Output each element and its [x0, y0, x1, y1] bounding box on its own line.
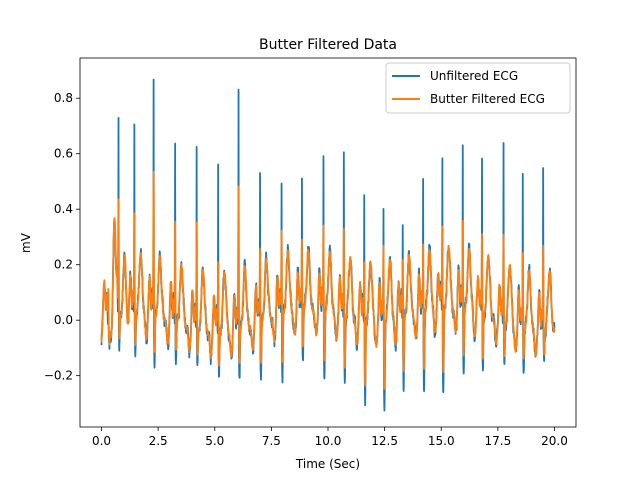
x-tick-label: 20.0: [541, 434, 568, 448]
x-tick-label: 17.5: [485, 434, 512, 448]
y-tick-label: 0.6: [54, 147, 73, 161]
x-tick-label: 5.0: [205, 434, 224, 448]
y-tick-label: −0.2: [44, 369, 73, 383]
y-tick-label: 0.4: [54, 202, 73, 216]
y-axis: −0.2 0.0 0.2 0.4 0.6 0.8: [44, 91, 80, 383]
y-tick-label: 0.2: [54, 258, 73, 272]
series-line-filtered: [100, 170, 556, 390]
legend-label-unfiltered: Unfiltered ECG: [430, 69, 518, 83]
y-axis-label: mV: [19, 232, 33, 253]
y-tick-label: 0.8: [54, 91, 73, 105]
x-tick-label: 0.0: [92, 434, 111, 448]
x-tick-label: 15.0: [428, 434, 455, 448]
x-axis: 0.0 2.5 5.0 7.5 10.0 12.5 15.0 17.5 20.0: [92, 427, 568, 448]
y-tick-label: 0.0: [54, 313, 73, 327]
x-axis-label: Time (Sec): [295, 457, 360, 471]
x-tick-label: 2.5: [149, 434, 168, 448]
x-tick-label: 7.5: [262, 434, 281, 448]
legend: Unfiltered ECG Butter Filtered ECG: [385, 62, 571, 114]
x-tick-label: 10.0: [315, 434, 342, 448]
legend-label-filtered: Butter Filtered ECG: [430, 92, 545, 106]
legend-box: [385, 62, 571, 114]
series-layer: [100, 78, 556, 412]
chart-title: Butter Filtered Data: [259, 37, 397, 53]
x-tick-label: 12.5: [371, 434, 398, 448]
